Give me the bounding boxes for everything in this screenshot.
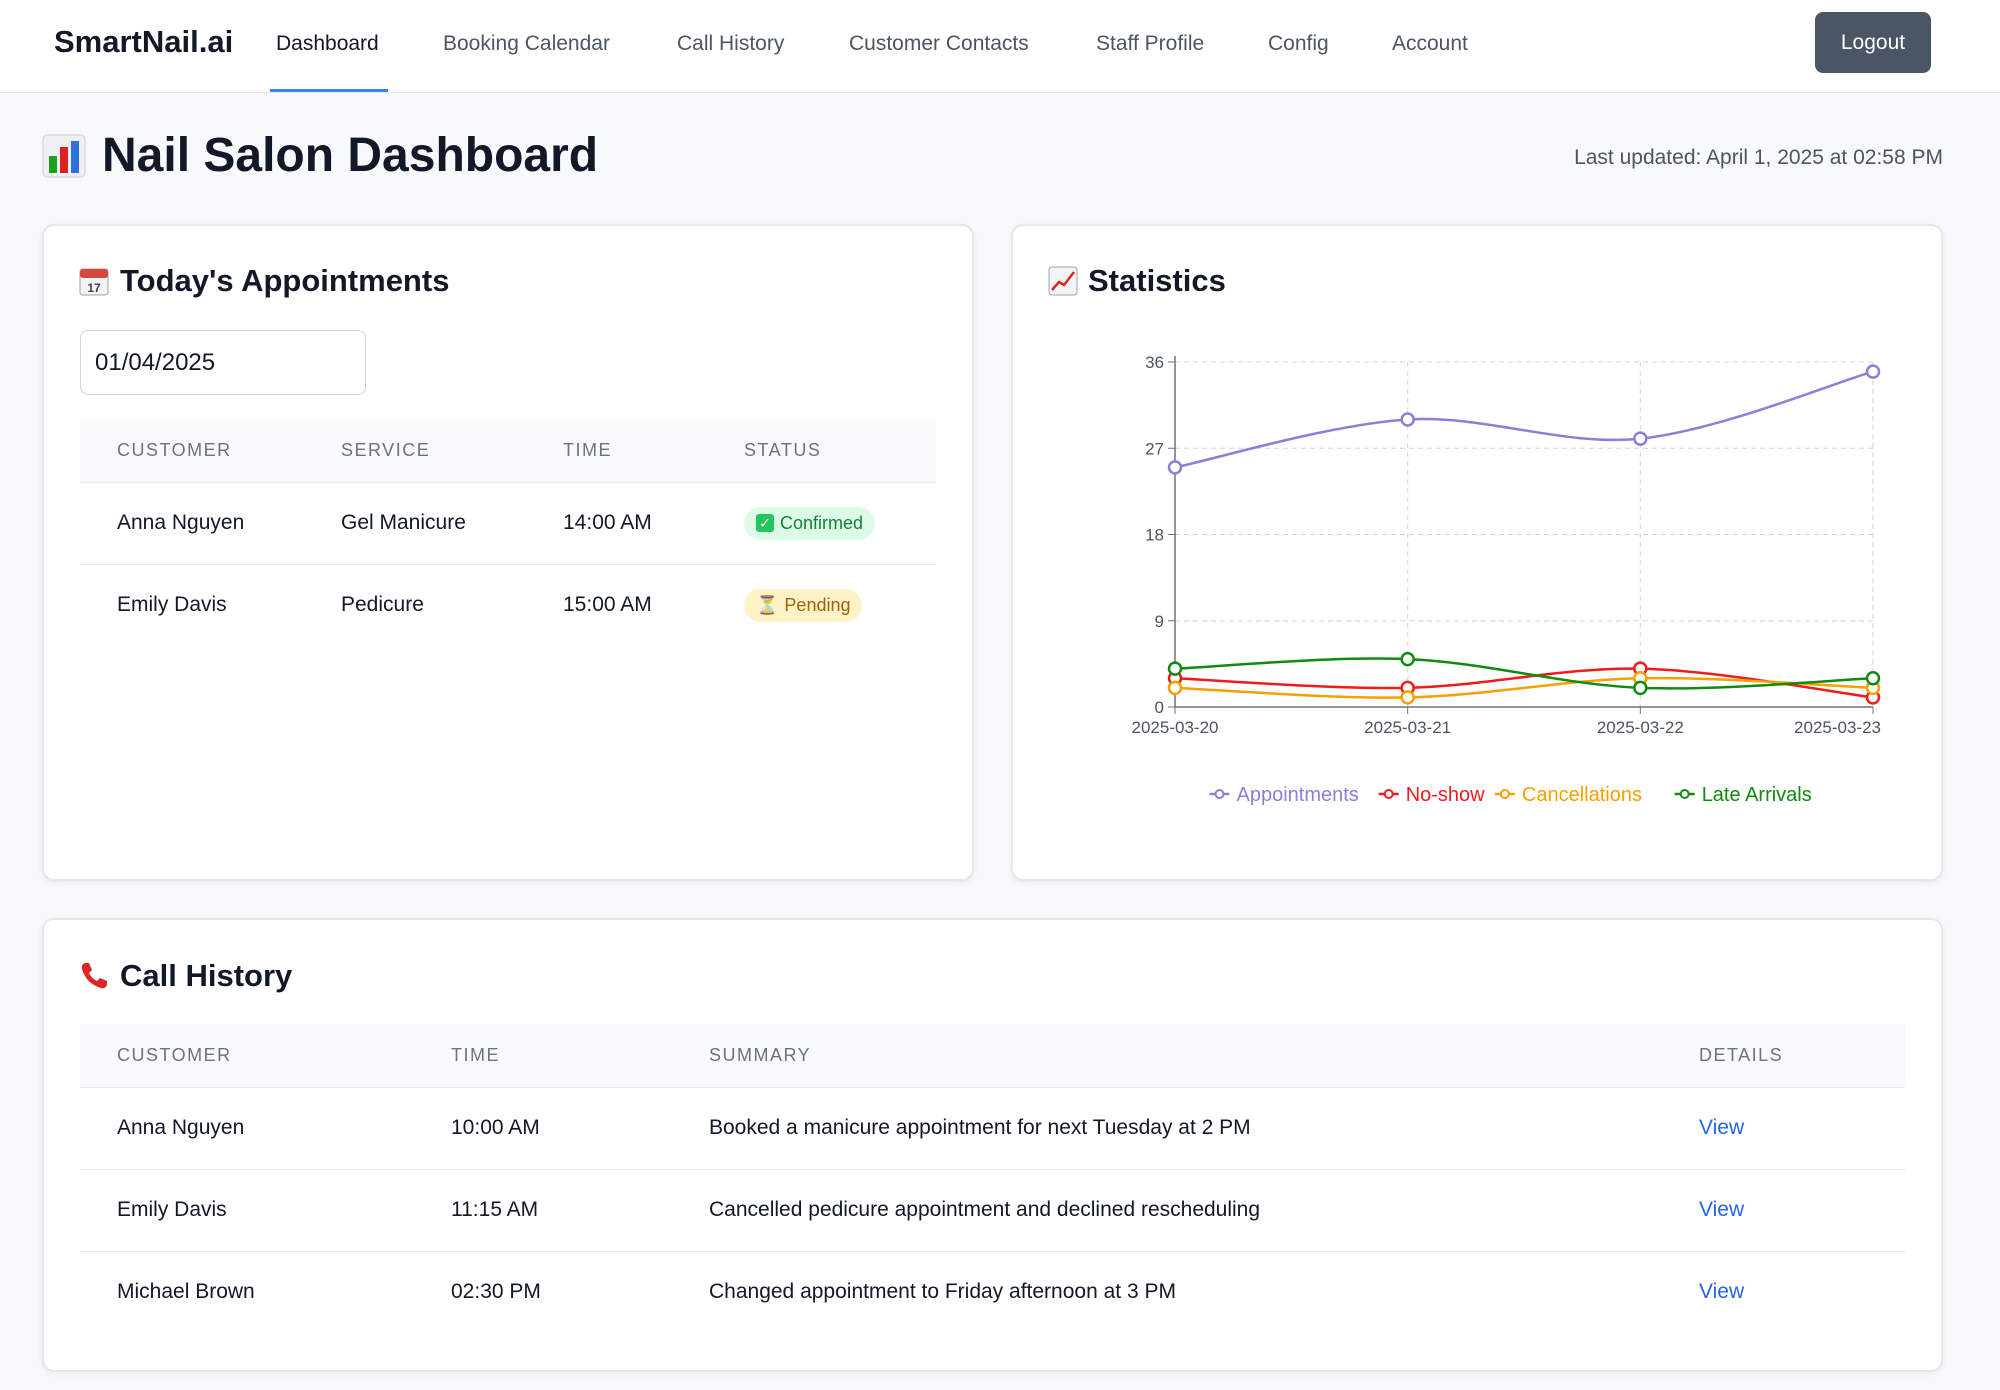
col-summary: SUMMARY [672,1024,1662,1088]
logout-button[interactable]: Logout [1815,12,1931,73]
data-point-late-arrivals [1865,671,1881,686]
col-time: TIME [526,419,707,483]
appointments-title: 17 Today's Appointments [78,263,449,299]
check-icon: ✓ [756,514,774,532]
cell-summary: Cancelled pedicure appointment and decli… [672,1169,1662,1252]
data-point-late-arrivals [1167,661,1183,676]
table-row: Emily Davis 11:15 AM Cancelled pedicure … [80,1169,1905,1252]
data-point-cancellations [1167,680,1183,696]
cell-time: 02:30 PM [451,1280,541,1304]
legend-label-no-show: No-show [1406,784,1485,806]
appointments-table: CUSTOMER SERVICE TIME STATUS Anna Nguyen… [80,419,936,646]
cell-customer: Emily Davis [117,593,227,617]
bar-chart-icon [42,134,86,177]
status-badge: ✓ Confirmed [744,506,876,540]
legend-marker-late-arrivals [1679,789,1690,799]
brand-logo[interactable]: SmartNail.ai [54,24,234,59]
date-picker-input[interactable] [80,330,366,395]
legend-label-appointments: Appointments [1237,784,1359,806]
series-line-appointments [1174,370,1874,469]
x-tick-label: 2025-03-22 [1597,718,1684,737]
legend-label-cancellations: Cancellations [1522,784,1642,806]
view-details-link[interactable]: View [1699,1198,1745,1221]
y-tick-label: 9 [1155,612,1164,631]
table-row: Emily Davis Pedicure 15:00 AM ⏳ Pending [80,564,936,646]
cell-customer: Anna Nguyen [80,1087,414,1170]
cell-time: 15:00 AM [563,593,652,617]
calendar-icon: 17 [79,268,109,296]
cell-customer: Emily Davis [80,1169,414,1252]
top-nav: SmartNail.ai Dashboard Booking Calendar … [0,0,2000,93]
cell-customer: Anna Nguyen [80,482,304,565]
x-tick-label: 2025-03-21 [1364,718,1451,737]
active-tab-indicator [270,89,388,92]
nav-customer-contacts[interactable]: Customer Contacts [849,32,1029,55]
data-point-appointments [1865,364,1881,379]
y-tick-label: 0 [1155,698,1164,717]
data-point-cancellations [1400,690,1415,705]
call-history-title: Call History [78,958,292,994]
nav-booking-calendar[interactable]: Booking Calendar [443,32,610,55]
statistics-card [1011,224,1943,881]
data-point-appointments [1633,431,1648,446]
data-point-late-arrivals [1400,651,1415,667]
y-tick-label: 27 [1145,439,1164,458]
cell-service: Pedicure [341,593,424,617]
cell-summary: Booked a manicure appointment for next T… [672,1087,1662,1170]
data-point-appointments [1167,460,1183,475]
legend-marker-cancellations [1499,789,1510,799]
col-customer: CUSTOMER [80,1024,414,1088]
x-tick-label: 2025-03-20 [1132,718,1219,737]
call-history-table: CUSTOMER TIME SUMMARY DETAILS Anna Nguye… [80,1024,1905,1333]
nav-dashboard[interactable]: Dashboard [276,32,379,55]
x-tick-label: 2025-03-23 [1794,718,1881,737]
cell-time: 10:00 AM [414,1087,672,1170]
statistics-line-chart: 0 9 18 27 36 2025-03-20 2025-03-21 2025-03-22 20… [1132,353,1881,806]
nav-staff-profile[interactable]: Staff Profile [1096,32,1205,55]
series-line-late-arrivals [1174,657,1874,690]
y-tick-label: 18 [1145,526,1164,545]
col-time: TIME [414,1024,672,1088]
trend-chart-icon [1048,266,1078,296]
y-tick-label: 36 [1145,353,1164,372]
col-details: DETAILS [1662,1024,1905,1088]
data-point-appointments [1400,412,1415,427]
nav-call-history[interactable]: Call History [677,32,785,55]
view-details-link[interactable]: View [1699,1116,1745,1139]
phone-icon [81,963,107,989]
series-line-cancellations [1174,676,1874,699]
col-status: STATUS [707,419,936,483]
nav-config[interactable]: Config [1268,32,1329,55]
hourglass-icon: ⏳ [756,594,779,615]
data-point-late-arrivals [1633,680,1648,696]
table-row: Michael Brown 02:30 PM Changed appointme… [80,1251,1905,1333]
view-details-link[interactable]: View [1699,1280,1745,1304]
col-service: SERVICE [304,419,526,483]
nav-account[interactable]: Account [1392,32,1468,55]
cell-summary: Changed appointment to Friday afternoon … [709,1280,1176,1304]
page-title: Nail Salon Dashboard [42,128,598,183]
statistics-title: Statistics [1048,263,1226,299]
cell-customer: Michael Brown [117,1280,255,1304]
table-row: Anna Nguyen 10:00 AM Booked a manicure a… [80,1087,1905,1170]
svg-text:17: 17 [87,281,101,295]
legend-marker-no-show [1383,789,1394,799]
status-badge: ⏳ Pending [744,588,863,622]
legend-label-late-arrivals: Late Arrivals [1702,784,1812,806]
cell-time: 14:00 AM [526,482,707,565]
col-customer: CUSTOMER [80,419,304,483]
legend-marker-appointments [1214,789,1225,799]
cell-time: 11:15 AM [414,1169,672,1252]
cell-service: Gel Manicure [304,482,526,565]
last-updated-text: Last updated: April 1, 2025 at 02:58 PM [1574,146,1943,169]
table-row: Anna Nguyen Gel Manicure 14:00 AM ✓ Conf… [80,482,936,565]
page-title-text: Nail Salon Dashboard [102,129,599,182]
